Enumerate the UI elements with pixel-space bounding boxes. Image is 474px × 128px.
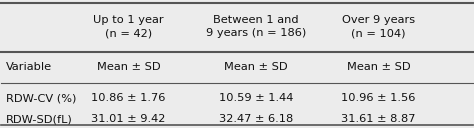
Text: Over 9 years
(n = 104): Over 9 years (n = 104) xyxy=(342,15,415,38)
Text: RDW-CV (%): RDW-CV (%) xyxy=(6,93,76,103)
Text: 10.96 ± 1.56: 10.96 ± 1.56 xyxy=(341,93,416,103)
Text: Up to 1 year
(n = 42): Up to 1 year (n = 42) xyxy=(93,15,164,38)
Text: RDW-SD(fL): RDW-SD(fL) xyxy=(6,114,73,124)
Text: Variable: Variable xyxy=(6,62,52,72)
Text: Mean ± SD: Mean ± SD xyxy=(346,62,410,72)
Text: 10.86 ± 1.76: 10.86 ± 1.76 xyxy=(91,93,166,103)
Text: Mean ± SD: Mean ± SD xyxy=(224,62,288,72)
Text: Mean ± SD: Mean ± SD xyxy=(97,62,160,72)
Text: 31.01 ± 9.42: 31.01 ± 9.42 xyxy=(91,114,166,124)
Text: Between 1 and
9 years (n = 186): Between 1 and 9 years (n = 186) xyxy=(206,15,306,38)
Text: 31.61 ± 8.87: 31.61 ± 8.87 xyxy=(341,114,416,124)
Text: 32.47 ± 6.18: 32.47 ± 6.18 xyxy=(219,114,293,124)
Text: 10.59 ± 1.44: 10.59 ± 1.44 xyxy=(219,93,293,103)
